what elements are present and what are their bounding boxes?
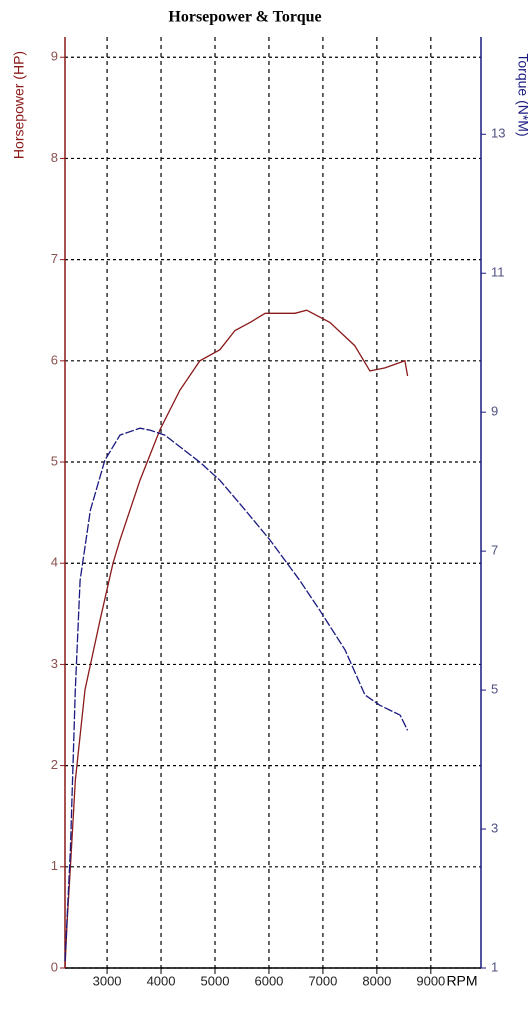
y-tick-label: 9 <box>51 49 58 64</box>
y2-tick-label: 3 <box>491 820 498 835</box>
x-axis-title: RPM <box>446 973 477 989</box>
y-tick-label: 6 <box>51 352 58 367</box>
y-tick-label: 7 <box>51 251 58 266</box>
y-tick-label: 1 <box>51 858 58 873</box>
y2-tick-label: 9 <box>491 404 498 419</box>
chart-title: Horsepower & Torque <box>168 9 321 26</box>
series-line <box>64 309 409 969</box>
y-axis-title: Horsepower (HP) <box>11 51 27 159</box>
x-tick-label: 7000 <box>308 973 337 988</box>
y2-axis-title: Torque (N*M) <box>515 53 528 136</box>
y-tick-label: 8 <box>51 150 58 165</box>
x-tick-label: 3000 <box>93 973 122 988</box>
x-tick-label: 6000 <box>254 973 283 988</box>
y2-tick-label: 5 <box>491 682 498 697</box>
y-tick-label: 3 <box>51 656 58 671</box>
y2-tick-label: 11 <box>491 265 505 280</box>
y-tick-label: 2 <box>51 757 58 772</box>
y-tick-label: 0 <box>51 959 58 974</box>
y-tick-label: 4 <box>51 555 58 570</box>
x-tick-label: 5000 <box>201 973 230 988</box>
x-tick-label: 8000 <box>362 973 391 988</box>
x-tick-label: 4000 <box>147 973 176 988</box>
y2-tick-label: 13 <box>491 126 505 141</box>
y2-tick-label: 7 <box>491 543 498 558</box>
x-tick-label: 9000 <box>416 973 445 988</box>
series-line <box>64 427 409 962</box>
y-tick-label: 5 <box>51 453 58 468</box>
y2-tick-label: 1 <box>491 959 498 974</box>
